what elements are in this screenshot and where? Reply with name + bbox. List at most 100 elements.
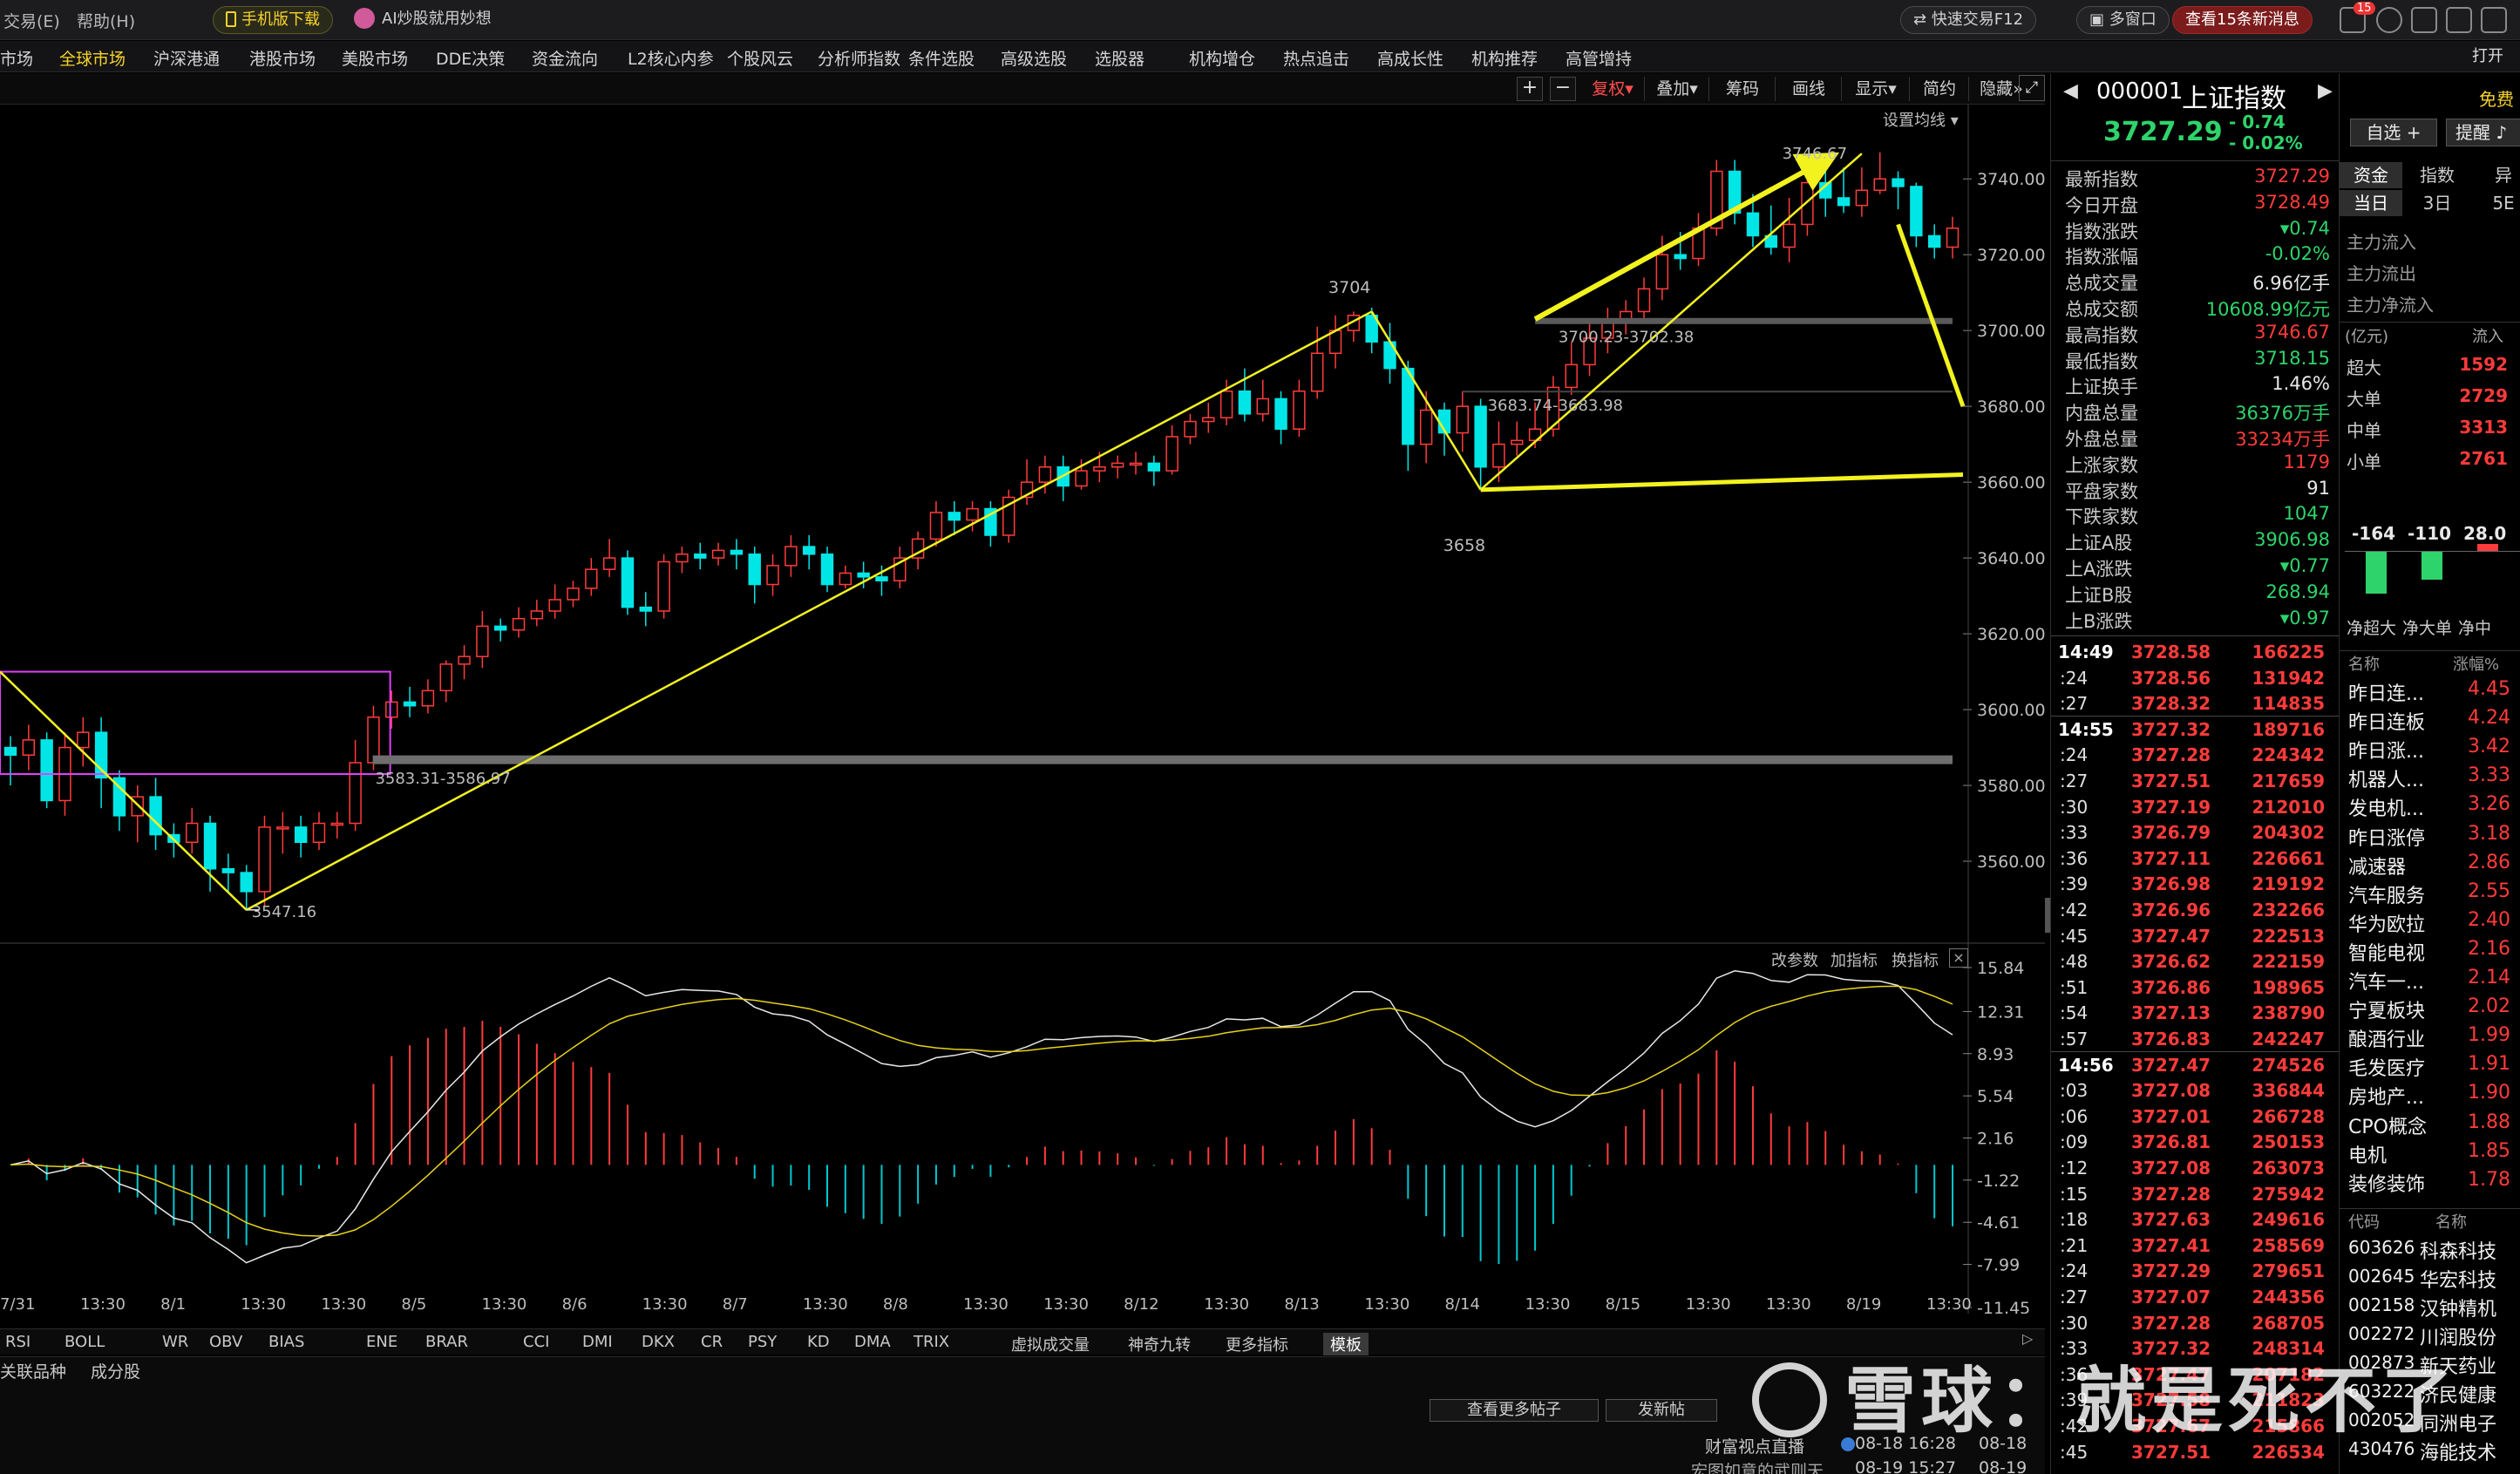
indicator-tab[interactable]: RSI	[5, 1333, 31, 1351]
nav-item[interactable]: 沪深港通	[153, 50, 221, 69]
nav-item[interactable]: 高级选股	[1001, 50, 1068, 69]
indicator-tab[interactable]: KD	[807, 1333, 830, 1351]
indicator-tab[interactable]: BRAR	[425, 1333, 468, 1351]
stock-row[interactable]: 002645 华宏科技	[2340, 1263, 2520, 1292]
indicator-tab[interactable]: DMI	[582, 1333, 613, 1351]
sector-row[interactable]: 汽车一... 2.14	[2340, 965, 2520, 994]
flow-subtab[interactable]: 3日	[2422, 193, 2452, 214]
free-label[interactable]: 免费	[2479, 89, 2514, 110]
nav-item[interactable]: 高管增持	[1566, 50, 1633, 69]
nav-item[interactable]: 条件选股	[908, 50, 975, 69]
sector-row[interactable]: 发电机... 3.26	[2340, 791, 2520, 820]
indicator-tab[interactable]: BIAS	[268, 1333, 305, 1351]
simple-button[interactable]: 简约	[1922, 79, 1956, 98]
sector-row[interactable]: 减速器 2.86	[2340, 850, 2520, 879]
display-button[interactable]: 显示▾	[1844, 75, 1907, 103]
next-symbol-icon[interactable]: ▶	[2318, 80, 2333, 102]
fuquan-button[interactable]: 复权▾	[1583, 75, 1642, 103]
sector-row[interactable]: 华为欧拉 2.40	[2340, 907, 2520, 936]
sector-row[interactable]: CPO概念 1.88	[2340, 1110, 2520, 1138]
flow-subtab[interactable]: 当日	[2340, 190, 2402, 216]
more-posts-button[interactable]: 查看更多帖子	[1430, 1399, 1599, 1422]
indicator-tab[interactable]: TRIX	[914, 1333, 950, 1351]
sector-row[interactable]: 昨日涨... 3.42	[2340, 734, 2520, 763]
sector-row[interactable]: 宁夏板块 2.02	[2340, 994, 2520, 1022]
indicator-tab[interactable]: DMA	[854, 1333, 891, 1351]
mobile-download-button[interactable]: 手机版下载	[213, 6, 333, 34]
flow-tab[interactable]: 资金	[2340, 162, 2402, 188]
skin-icon[interactable]	[2411, 7, 2437, 33]
indicator-tab[interactable]: PSY	[748, 1333, 778, 1351]
draw-button[interactable]: 画线	[1791, 79, 1825, 98]
overlay-button[interactable]: 叠加▾	[1647, 75, 1707, 103]
stock-row[interactable]: 002052 同洲电子	[2340, 1407, 2520, 1436]
set-ma-button[interactable]: 设置均线 ▾	[1883, 112, 1959, 130]
shirt-icon[interactable]	[2446, 7, 2472, 33]
sector-row[interactable]: 机器人... 3.33	[2340, 763, 2520, 791]
tab-components[interactable]: 成分股	[91, 1362, 141, 1382]
indicator-tab[interactable]: 模板	[1323, 1333, 1369, 1355]
macd-switch-button[interactable]: 换指标	[1892, 952, 1939, 970]
nav-item[interactable]: 分析师指数	[818, 50, 901, 69]
sector-row[interactable]: 房地产... 1.90	[2340, 1080, 2520, 1109]
sector-row[interactable]: 毛发医疗 1.91	[2340, 1051, 2520, 1080]
zoom-in-button[interactable]: +	[1517, 77, 1543, 101]
flow-subtab[interactable]: 5E	[2492, 193, 2515, 214]
indicator-tab[interactable]: BOLL	[65, 1333, 105, 1351]
prev-symbol-icon[interactable]: ◀	[2063, 80, 2078, 102]
stock-row[interactable]: 430476 海能技术	[2340, 1436, 2520, 1464]
nav-item[interactable]: 机构推荐	[1471, 50, 1538, 69]
nav-item[interactable]: 机构增仓	[1189, 50, 1256, 69]
indicator-tab[interactable]: OBV	[209, 1333, 243, 1351]
stock-row[interactable]: 002873 新天药业	[2340, 1349, 2520, 1378]
sector-row[interactable]: 电机 1.85	[2340, 1138, 2520, 1167]
fullscreen-icon[interactable]: ⤢	[2019, 75, 2045, 101]
macd-params-button[interactable]: 改参数	[1771, 952, 1818, 970]
stock-row[interactable]: 002272 川润股份	[2340, 1321, 2520, 1349]
home-icon[interactable]	[2376, 7, 2402, 33]
menu-trade[interactable]: 交易(E)	[3, 12, 60, 31]
stock-row[interactable]: 002158 汉钟精机	[2340, 1292, 2520, 1321]
indicator-tab[interactable]: CCI	[523, 1333, 550, 1351]
macd-add-button[interactable]: 加指标	[1831, 952, 1878, 970]
nav-item[interactable]: 选股器	[1095, 50, 1145, 69]
indicator-tab[interactable]: 神奇九转	[1128, 1336, 1191, 1355]
nav-item[interactable]: 资金流向	[532, 50, 599, 69]
indicator-tab[interactable]: WR	[162, 1333, 189, 1351]
mail-icon[interactable]	[2340, 7, 2366, 33]
stock-row[interactable]: 603222 济民健康	[2340, 1378, 2520, 1407]
nav-item[interactable]: 个股风云	[727, 50, 794, 69]
nav-item[interactable]: 市场	[0, 50, 34, 69]
indicator-tab[interactable]: 更多指标	[1226, 1336, 1288, 1355]
indicator-tab[interactable]: CR	[701, 1333, 723, 1351]
news-item-title[interactable]: 宏图如意的武则天	[1691, 1462, 1824, 1474]
nav-item[interactable]: 港股市场	[249, 50, 316, 69]
indicator-tab[interactable]: ENE	[366, 1333, 398, 1351]
sector-row[interactable]: 汽车服务 2.55	[2340, 879, 2520, 907]
nav-item[interactable]: L2核心内参	[628, 50, 714, 69]
multi-window-button[interactable]: ▣ 多窗口	[2076, 6, 2170, 34]
watchlist-button[interactable]: 自选 +	[2350, 119, 2437, 146]
ai-banner[interactable]: AI炒股就用妙想	[342, 6, 504, 34]
nav-item[interactable]: 美股市场	[342, 50, 409, 69]
sector-row[interactable]: 酿酒行业 1.99	[2340, 1022, 2520, 1051]
sector-row[interactable]: 昨日涨停 3.18	[2340, 821, 2520, 850]
nav-item[interactable]: 热点追击	[1283, 50, 1350, 69]
chips-button[interactable]: 筹码	[1725, 79, 1759, 98]
zoom-out-button[interactable]: −	[1550, 77, 1576, 101]
nav-item[interactable]: DDE决策	[436, 50, 506, 69]
settings-icon[interactable]	[2481, 7, 2507, 33]
scroll-right-icon[interactable]: ▷	[2022, 1330, 2034, 1347]
tab-related[interactable]: 关联品种	[0, 1362, 67, 1382]
alert-button[interactable]: 提醒 ♪	[2446, 119, 2520, 146]
stock-row[interactable]: 603626 科森科技	[2340, 1234, 2520, 1263]
flow-tab[interactable]: 异	[2495, 165, 2512, 186]
nav-item[interactable]: 全球市场	[59, 50, 126, 69]
sector-row[interactable]: 智能电视 2.16	[2340, 936, 2520, 965]
quick-trade-button[interactable]: ⇄ 快速交易F12	[1900, 6, 2037, 34]
panel-splitter[interactable]	[2045, 898, 2050, 933]
sector-row[interactable]: 装修装饰 1.78	[2340, 1167, 2520, 1196]
new-post-button[interactable]: 发新帖	[1606, 1399, 1717, 1422]
kline-chart-area[interactable]: 3704 3658 3746.67 3547.16 3700.23-3702.38 368…	[0, 105, 2046, 1318]
sector-row[interactable]: 昨日连... 4.45	[2340, 676, 2520, 705]
